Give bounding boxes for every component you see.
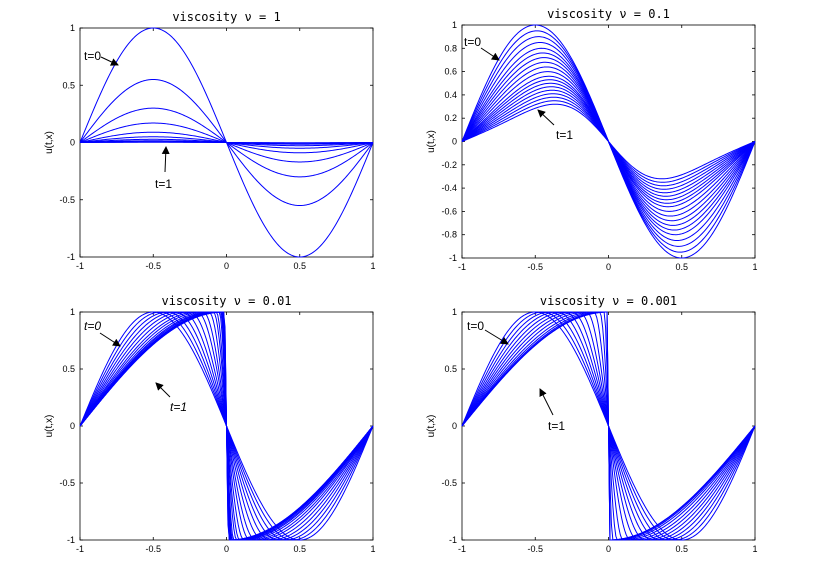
x-tick-label: 1 (752, 262, 757, 272)
y-tick-label: 1 (452, 307, 457, 317)
x-tick-label: 1 (370, 261, 375, 271)
annotation-arrow (480, 47, 500, 61)
annotation-arrow (539, 388, 554, 416)
chart-title: viscosity ν = 0.1 (547, 7, 670, 21)
y-tick-label: -1 (449, 535, 457, 545)
y-axis-label: u(t,x) (426, 415, 437, 438)
annotation-label: t=1 (548, 419, 565, 433)
series-line (79, 311, 374, 541)
y-tick-label: 0.6 (444, 67, 457, 77)
x-tick-label: -0.5 (145, 261, 161, 271)
series-line (461, 311, 756, 541)
y-tick-label: 0.2 (444, 113, 457, 123)
x-tick-label: -1 (76, 544, 84, 554)
annotation-label: t=0 (464, 35, 481, 49)
x-tick-label: 0 (606, 262, 611, 272)
y-tick-label: 1 (70, 23, 75, 33)
y-tick-label: -1 (449, 253, 457, 263)
y-tick-label: 0.8 (444, 43, 457, 53)
x-tick-label: 0.5 (675, 544, 688, 554)
x-tick-label: 0 (224, 544, 229, 554)
y-tick-label: -0.5 (59, 195, 75, 205)
y-axis-label: u(t,x) (44, 131, 55, 154)
chart-panel-1: -1 -0.5 0 0.5 1 1 0.5 0 -0.5 -1 u(t,x) viscosity ν … (44, 10, 376, 271)
y-tick-label: -0.5 (441, 478, 457, 488)
y-tick-label: -0.4 (441, 183, 457, 193)
series-line (461, 103, 756, 180)
y-tick-label: 0.5 (62, 364, 75, 374)
chart-title: viscosity ν = 0.001 (540, 294, 677, 308)
annotation-label: t=1 (556, 128, 573, 142)
x-tick-label: -0.5 (527, 544, 543, 554)
y-tick-label: -0.6 (441, 206, 457, 216)
y-axis-label: u(t,x) (426, 130, 437, 153)
y-tick-label: 0 (70, 138, 75, 148)
y-tick-label: 1 (452, 20, 457, 30)
y-tick-label: -0.2 (441, 160, 457, 170)
x-tick-label: 1 (370, 544, 375, 554)
annotation-label: t=0 (467, 319, 484, 333)
x-tick-label: -1 (76, 261, 84, 271)
annotation-arrow (155, 382, 171, 398)
x-tick-label: 0 (224, 261, 229, 271)
y-tick-label: -0.8 (441, 230, 457, 240)
x-tick-label: -1 (458, 544, 466, 554)
y-tick-label: -1 (67, 535, 75, 545)
x-tick-label: -0.5 (145, 544, 161, 554)
annotation-label: t=1 (155, 177, 172, 191)
annotation-arrow (537, 109, 555, 126)
y-axis-label: u(t,x) (44, 415, 55, 438)
x-tick-label: -0.5 (527, 262, 543, 272)
y-tick-label: 1 (70, 307, 75, 317)
chart-title: viscosity ν = 1 (172, 10, 280, 24)
annotation-arrow (161, 146, 170, 173)
y-tick-label: 0 (70, 421, 75, 431)
chart-panel-4: -1 -0.5 0 0.5 1 1 0.5 0 -0.5 -1 u(t,x) viscosity ν … (426, 294, 758, 554)
x-tick-label: 1 (752, 544, 757, 554)
y-tick-label: 0 (452, 421, 457, 431)
x-tick-label: -1 (458, 262, 466, 272)
annotation-label: t=0 (84, 49, 101, 63)
y-tick-label: 0.5 (444, 364, 457, 374)
x-tick-label: 0 (606, 544, 611, 554)
annotation-label: t=0 (84, 319, 101, 333)
y-tick-label: 0.5 (62, 80, 75, 90)
annotation-arrow (99, 332, 121, 347)
x-tick-label: 0.5 (675, 262, 688, 272)
annotation-arrow (100, 56, 119, 66)
chart-panel-2: -1 -0.5 0 0.5 1 1 0.8 0.6 0.4 0.2 0 -0.2 -0.4 -0.6 -0.… (426, 7, 758, 272)
y-tick-label: 0.4 (444, 90, 457, 100)
y-tick-label: -1 (67, 252, 75, 262)
x-tick-label: 0.5 (293, 544, 306, 554)
y-tick-label: -0.5 (59, 478, 75, 488)
annotation-label: t=1 (170, 400, 187, 414)
chart-title: viscosity ν = 0.01 (161, 294, 291, 308)
y-tick-label: 0 (452, 137, 457, 147)
annotation-arrow (484, 329, 509, 345)
x-tick-label: 0.5 (293, 261, 306, 271)
chart-panel-3: -1 -0.5 0 0.5 1 1 0.5 0 -0.5 -1 u(t,x) viscosity ν … (44, 294, 376, 554)
